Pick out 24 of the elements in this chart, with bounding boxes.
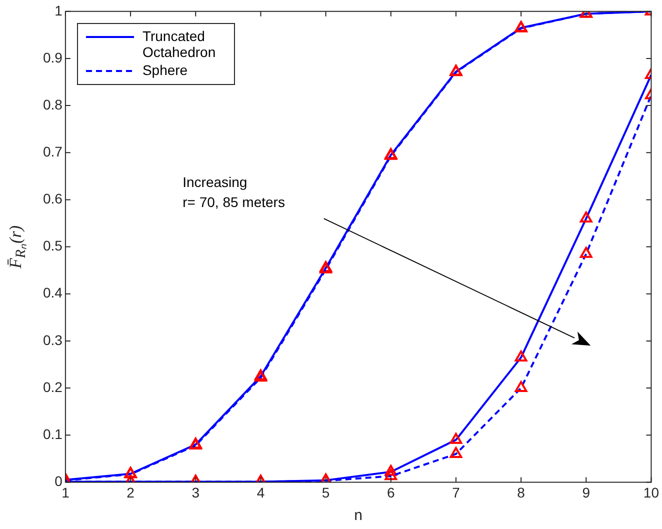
x-tick-label: 4 bbox=[256, 484, 265, 500]
y-tick-label: 1 bbox=[54, 2, 63, 18]
x-tick-label: 8 bbox=[517, 484, 526, 500]
legend-label: Sphere bbox=[142, 62, 189, 78]
x-tick-label: 10 bbox=[643, 484, 660, 500]
x-tick-label: 2 bbox=[126, 484, 135, 500]
y-tick-label: 0.5 bbox=[42, 238, 63, 254]
y-tick-label: 0.9 bbox=[42, 49, 63, 66]
legend-label: Truncated Octahedron bbox=[142, 28, 217, 60]
y-tick-label: 0.3 bbox=[42, 332, 63, 348]
x-tick-label: 7 bbox=[452, 484, 460, 500]
x-tick-label: 6 bbox=[386, 484, 395, 500]
y-tick-label: 0.2 bbox=[42, 378, 63, 395]
y-tick-label: 0.4 bbox=[42, 284, 63, 301]
y-tick-label: 0 bbox=[54, 473, 63, 490]
y-tick-label: 0.7 bbox=[42, 144, 63, 160]
y-tick-label: 0.1 bbox=[42, 426, 63, 442]
x-tick-label: 9 bbox=[582, 484, 590, 500]
y-tick-label: 0.6 bbox=[42, 190, 63, 207]
x-tick-label: 3 bbox=[192, 484, 200, 500]
annotation: Increasing r= 70, 85 meters bbox=[182, 174, 285, 210]
x-axis-title: n bbox=[354, 507, 363, 524]
y-tick-label: 0.8 bbox=[42, 96, 63, 112]
x-tick-label: 5 bbox=[322, 484, 330, 500]
